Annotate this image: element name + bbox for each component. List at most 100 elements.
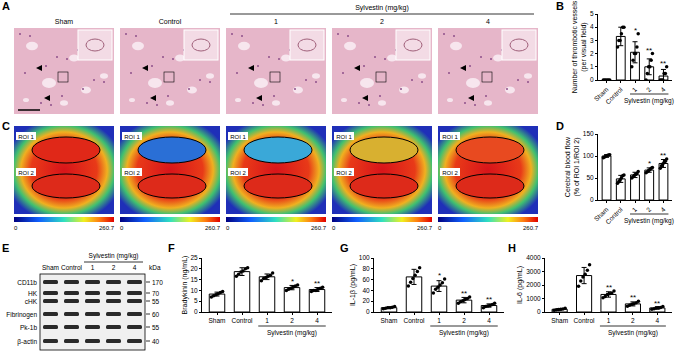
svg-text:2: 2 <box>462 317 466 324</box>
svg-text:ROI 1: ROI 1 <box>336 134 352 140</box>
svg-text:Fibrinogen: Fibrinogen <box>6 311 37 319</box>
svg-text:β-actin: β-actin <box>17 338 37 346</box>
svg-text:Number of thrombotic vessels(p: Number of thrombotic vessels(per visual … <box>571 0 588 93</box>
svg-text:Control: Control <box>574 317 596 324</box>
svg-text:5: 5 <box>590 10 594 17</box>
svg-text:1000: 1000 <box>526 295 541 302</box>
svg-text:Sham: Sham <box>593 86 610 103</box>
svg-text:5: 5 <box>194 297 198 304</box>
svg-text:25: 25 <box>190 254 198 261</box>
svg-text:ROI 1: ROI 1 <box>124 134 140 140</box>
svg-text:4: 4 <box>659 85 667 93</box>
svg-text:**: ** <box>461 289 467 298</box>
svg-text:Sham: Sham <box>381 317 398 324</box>
svg-text:70: 70 <box>152 290 160 297</box>
svg-text:55: 55 <box>152 298 160 305</box>
svg-text:Control: Control <box>61 264 83 271</box>
svg-text:H: H <box>508 242 516 254</box>
svg-text:4: 4 <box>486 18 490 25</box>
svg-text:260.7: 260.7 <box>311 225 327 231</box>
svg-text:60: 60 <box>152 311 160 318</box>
svg-text:0: 0 <box>194 308 198 315</box>
svg-text:100: 100 <box>583 152 594 159</box>
svg-text:ROI 1: ROI 1 <box>18 134 34 140</box>
svg-text:260.7: 260.7 <box>205 225 221 231</box>
svg-text:Sylvestin (mg/kg): Sylvestin (mg/kg) <box>89 252 139 260</box>
svg-text:2: 2 <box>631 317 635 324</box>
svg-text:4000: 4000 <box>526 254 541 261</box>
svg-text:A: A <box>2 0 10 12</box>
svg-text:15: 15 <box>190 276 198 283</box>
svg-text:40: 40 <box>152 338 160 345</box>
svg-text:2: 2 <box>112 264 116 271</box>
svg-text:Sylvestin (mg/kg): Sylvestin (mg/kg) <box>624 217 674 225</box>
svg-text:60: 60 <box>362 276 370 283</box>
svg-text:Control: Control <box>404 317 426 324</box>
svg-text:Sylvestin (mg/kg): Sylvestin (mg/kg) <box>624 97 674 105</box>
svg-text:1: 1 <box>437 317 441 324</box>
svg-text:20: 20 <box>362 297 370 304</box>
svg-text:10: 10 <box>190 287 198 294</box>
svg-text:Sham: Sham <box>209 317 226 324</box>
svg-text:cHK: cHK <box>25 298 38 305</box>
svg-text:**: ** <box>654 299 660 308</box>
svg-text:**: ** <box>630 293 636 302</box>
svg-text:3000: 3000 <box>526 268 541 275</box>
svg-text:ROI 2: ROI 2 <box>124 170 140 176</box>
svg-text:0: 0 <box>590 196 594 203</box>
svg-text:0: 0 <box>226 225 230 231</box>
svg-text:*: * <box>648 159 651 168</box>
svg-text:4: 4 <box>590 23 594 30</box>
svg-text:100: 100 <box>359 254 370 261</box>
svg-text:ROI 1: ROI 1 <box>442 134 458 140</box>
svg-text:4: 4 <box>315 317 319 324</box>
svg-text:Control: Control <box>159 18 182 25</box>
svg-text:**: ** <box>314 279 320 288</box>
svg-text:2: 2 <box>590 50 594 57</box>
svg-text:Control: Control <box>232 317 254 324</box>
svg-text:Cerebral blood flow(% of ROI 1: Cerebral blood flow(% of ROI 1/ROI 2) <box>564 136 581 197</box>
svg-text:Sham: Sham <box>593 206 610 223</box>
svg-text:ROI 2: ROI 2 <box>230 170 246 176</box>
svg-text:*: * <box>634 26 637 35</box>
svg-text:0: 0 <box>590 76 594 83</box>
svg-text:55: 55 <box>152 324 160 331</box>
svg-text:4: 4 <box>133 264 137 271</box>
svg-text:260.7: 260.7 <box>417 225 433 231</box>
svg-text:Sylvestin (mg/kg): Sylvestin (mg/kg) <box>267 329 317 337</box>
svg-text:HK: HK <box>28 290 38 297</box>
svg-text:1: 1 <box>274 18 278 25</box>
svg-text:ROI 2: ROI 2 <box>18 170 34 176</box>
svg-text:F: F <box>168 242 175 254</box>
svg-text:260.7: 260.7 <box>99 225 115 231</box>
svg-text:Sham: Sham <box>42 264 59 271</box>
svg-text:0: 0 <box>332 225 336 231</box>
svg-text:**: ** <box>606 283 612 292</box>
svg-text:CD11b: CD11b <box>17 279 37 286</box>
svg-text:80: 80 <box>362 265 370 272</box>
svg-text:0: 0 <box>438 225 442 231</box>
svg-text:0: 0 <box>14 225 18 231</box>
svg-text:E: E <box>2 242 9 254</box>
svg-text:260.7: 260.7 <box>523 225 539 231</box>
svg-text:Sylvestin (mg/kg): Sylvestin (mg/kg) <box>439 329 489 337</box>
svg-text:Sham: Sham <box>551 317 568 324</box>
svg-text:D: D <box>556 120 564 132</box>
svg-text:0: 0 <box>120 225 124 231</box>
svg-text:ROI 1: ROI 1 <box>230 134 246 140</box>
svg-text:C: C <box>2 120 10 132</box>
svg-text:**: ** <box>660 59 666 68</box>
svg-text:50: 50 <box>586 174 594 181</box>
svg-text:2: 2 <box>645 205 653 213</box>
svg-text:4: 4 <box>487 317 491 324</box>
svg-text:2: 2 <box>380 18 384 25</box>
svg-text:1: 1 <box>91 264 95 271</box>
svg-text:G: G <box>340 242 349 254</box>
svg-text:1: 1 <box>607 317 611 324</box>
svg-text:B: B <box>556 0 564 12</box>
svg-text:ROI 2: ROI 2 <box>442 170 458 176</box>
svg-text:0: 0 <box>366 308 370 315</box>
svg-text:4: 4 <box>659 205 667 213</box>
svg-text:*: * <box>291 277 294 286</box>
svg-text:150: 150 <box>583 130 594 137</box>
